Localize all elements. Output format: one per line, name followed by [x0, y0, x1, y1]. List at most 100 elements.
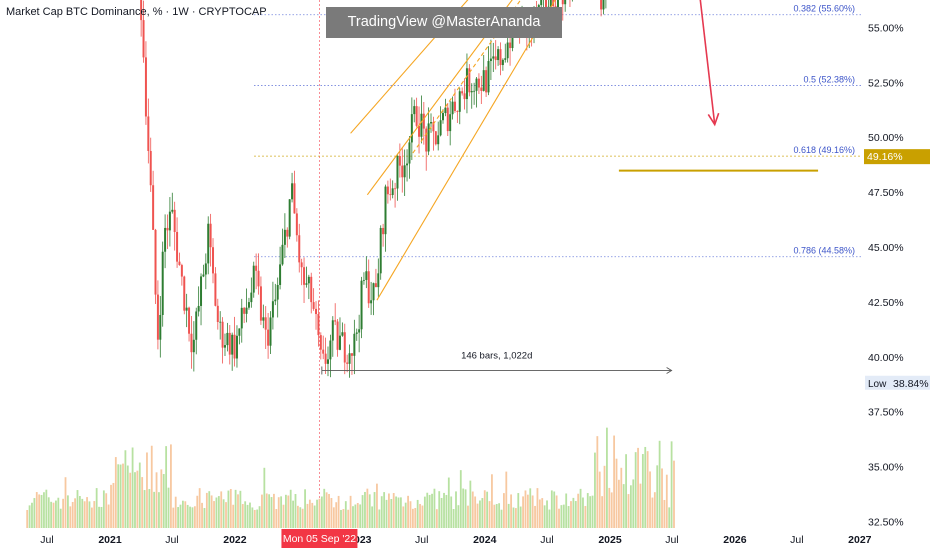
- fib-label: 0.5 (52.38%): [803, 74, 855, 84]
- volume-bar: [380, 496, 383, 528]
- candle-body: [379, 227, 382, 274]
- candle-body: [430, 122, 433, 124]
- volume-bar: [313, 505, 316, 528]
- volume-bar: [296, 505, 299, 528]
- candle-body: [286, 229, 289, 237]
- candle-body: [556, 0, 559, 12]
- candle-body: [336, 321, 339, 350]
- volume-bar: [308, 499, 311, 528]
- time-tick-label: Jul: [165, 534, 178, 546]
- candle-body: [176, 231, 179, 262]
- volume-bar: [222, 499, 225, 528]
- candle-body: [398, 156, 401, 166]
- candle-body: [475, 78, 478, 91]
- volume-bar: [318, 498, 321, 528]
- volume-bar: [258, 506, 261, 528]
- candle-body: [264, 317, 267, 330]
- volume-bar: [170, 444, 172, 528]
- volume-bar: [186, 504, 189, 528]
- volume-bar: [440, 497, 443, 528]
- volume-bar: [232, 504, 235, 528]
- volume-bar: [47, 497, 50, 528]
- volume-bar: [452, 508, 455, 528]
- volume-bar: [503, 493, 505, 528]
- candle-body: [255, 265, 258, 271]
- volume-bar: [110, 484, 112, 528]
- candle-body: [497, 49, 500, 61]
- volume-bar: [526, 494, 529, 528]
- volume-bar: [536, 488, 539, 528]
- volume-bar: [177, 507, 180, 528]
- volume-bar: [548, 509, 551, 528]
- volume-bar: [371, 506, 374, 528]
- candle-body: [202, 274, 205, 277]
- volume-bar: [244, 501, 247, 528]
- candle-body: [243, 307, 246, 314]
- volume-bar: [52, 502, 55, 528]
- candle-body: [281, 244, 284, 265]
- candle-body: [259, 286, 262, 321]
- candle-body: [274, 299, 277, 302]
- volume-bar: [208, 491, 211, 528]
- candle-body: [396, 156, 399, 189]
- candle-body: [147, 116, 150, 151]
- volume-bar: [596, 436, 599, 528]
- candle-body: [403, 165, 406, 178]
- volume-bar: [26, 509, 29, 528]
- volume-bar: [498, 503, 501, 528]
- volume-bar: [285, 494, 287, 528]
- volume-bar: [493, 504, 496, 528]
- low-value-label: 38.84%: [893, 378, 929, 390]
- candle-body: [152, 185, 155, 230]
- candle-body: [468, 68, 471, 93]
- candle-body: [413, 106, 416, 115]
- volume-bar: [93, 501, 96, 528]
- volume-bar: [64, 477, 67, 528]
- volume-bar: [385, 499, 388, 528]
- price-tick-label: 50.00%: [868, 132, 904, 144]
- volume-bar: [644, 446, 647, 528]
- time-axis: Jul 2021 Jul 2022 2023 Jul 2024 Jul 2025 Jul 2026 J…: [0, 528, 872, 550]
- volume-bar: [476, 503, 479, 528]
- time-tick-label: Jul: [540, 534, 553, 546]
- time-tick-label: 2026: [723, 534, 747, 546]
- volume-bar: [287, 495, 290, 528]
- volume-bar: [196, 495, 199, 528]
- volume-bar: [479, 500, 481, 528]
- candle-body: [216, 305, 219, 323]
- candle-body: [358, 329, 361, 333]
- volume-bar: [165, 446, 168, 528]
- volume-bar: [467, 505, 469, 528]
- candle-body: [482, 70, 485, 91]
- candle-body: [209, 223, 212, 248]
- volume-bar: [256, 509, 259, 528]
- crosshair-date-label: Mon 05 Sep '22: [283, 533, 356, 545]
- date-range-tool: 146 bars, 1,022d: [321, 346, 673, 375]
- volume-bar: [299, 507, 302, 528]
- volume-bar: [414, 507, 417, 528]
- volume-bar: [138, 462, 141, 528]
- candle-body: [545, 0, 548, 11]
- volume-bar: [98, 506, 100, 528]
- candle-body: [310, 276, 313, 303]
- time-tick-label: 2022: [223, 534, 247, 546]
- date-range-arrowhead: [666, 367, 673, 374]
- volume-bar: [215, 497, 218, 528]
- candle-body: [489, 58, 492, 62]
- candle-body: [487, 61, 490, 93]
- volume-bar: [402, 506, 405, 528]
- volume-bar: [62, 498, 65, 528]
- volume-bar: [131, 447, 134, 528]
- candles: [140, 0, 607, 378]
- candle-body: [461, 91, 464, 94]
- candle-body: [197, 305, 200, 312]
- candle-body: [348, 353, 351, 364]
- price-tick-label: 45.00%: [868, 242, 904, 254]
- candle-body: [499, 49, 502, 66]
- volume-bar: [31, 502, 33, 528]
- volume-bar: [625, 454, 627, 528]
- volume-bar: [567, 506, 570, 528]
- volume-bar: [627, 494, 630, 528]
- projection-arrow-shaft: [699, 0, 716, 125]
